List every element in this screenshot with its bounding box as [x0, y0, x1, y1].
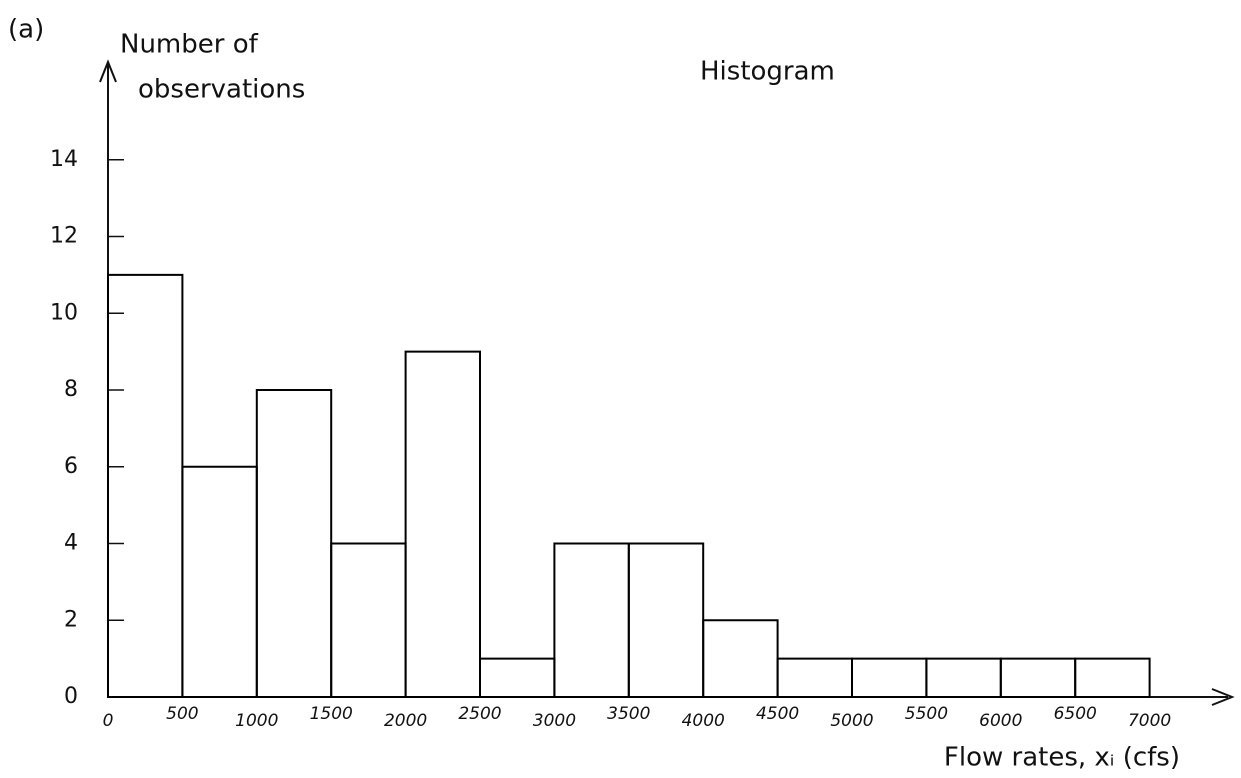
y-tick-label: 6 — [64, 454, 78, 479]
y-tick-label: 0 — [64, 684, 78, 709]
bar — [1074, 657, 1151, 698]
bar — [627, 542, 705, 698]
x-tick-label: 0 — [103, 711, 114, 731]
x-axis-label: Flow rates, xᵢ (cfs) — [944, 743, 1180, 773]
x-tick-label: 4000 — [682, 711, 725, 731]
y-tick-label: 12 — [50, 224, 78, 249]
y-tick-label: 8 — [64, 377, 78, 402]
bar — [553, 542, 630, 698]
x-tick-label: 3500 — [607, 704, 650, 724]
annotation: (a) — [8, 15, 44, 45]
x-tick-label: 3000 — [533, 711, 576, 731]
bar — [851, 657, 928, 698]
x-tick-label: 7000 — [1128, 711, 1171, 731]
bar — [181, 465, 258, 698]
x-tick-label: 1000 — [235, 711, 278, 731]
bar — [107, 273, 184, 698]
x-tick-label: 2500 — [458, 704, 501, 724]
bar — [404, 350, 482, 698]
chart-title: Histogram — [700, 57, 835, 87]
x-tick-label: 6500 — [1054, 704, 1097, 724]
x-tick-label: 5000 — [830, 711, 873, 731]
bar — [702, 619, 779, 698]
bar — [925, 657, 1002, 698]
y-tick-label: 10 — [50, 300, 78, 325]
bar — [330, 542, 407, 698]
y-axis-label: observations — [138, 75, 305, 105]
x-tick-label: 6000 — [979, 711, 1022, 731]
y-tick-label: 14 — [50, 147, 78, 172]
axes — [99, 59, 1235, 706]
y-tick-label: 2 — [64, 607, 78, 632]
bar — [999, 657, 1077, 698]
bar — [479, 657, 556, 698]
x-tick-label: 1500 — [310, 704, 353, 724]
x-tick-label: 2000 — [384, 711, 427, 731]
x-tick-label: 4500 — [756, 704, 799, 724]
y-tick-label: 4 — [64, 531, 78, 556]
x-tick-label: 5500 — [905, 704, 948, 724]
bar — [776, 657, 853, 698]
y-axis-arrow — [99, 59, 117, 83]
bar — [255, 389, 333, 698]
x-tick-label: 500 — [166, 704, 198, 724]
y-axis-label: Number of — [120, 30, 259, 60]
x-axis-arrow — [1211, 688, 1235, 706]
